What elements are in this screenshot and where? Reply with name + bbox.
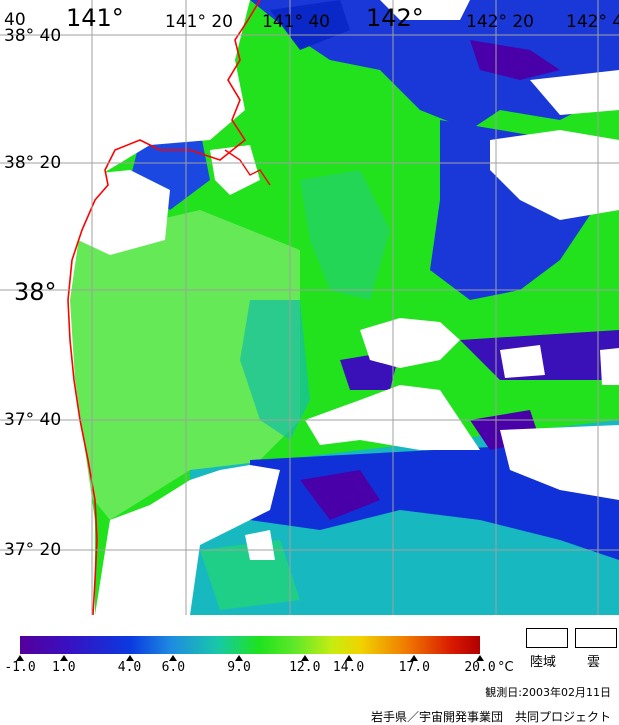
colorbar-tick-label: 9.0 (227, 660, 251, 675)
colorbar-tick-label: 12.0 (289, 660, 321, 675)
colorbar-tick-label: 17.0 (398, 660, 430, 675)
colorbar-tick-mark (16, 655, 24, 661)
colorbar-tick-label: 1.0 (52, 660, 76, 675)
colorbar-tick-label: -1.0 (4, 660, 36, 675)
colorbar-tick-mark (410, 655, 419, 661)
credit-line: 岩手県／宇宙開発事業団 共同プロジェクト (370, 710, 611, 724)
lon-label-141-20: 141° 20 (165, 12, 233, 32)
colorbar-tick-label: 4.0 (117, 660, 142, 675)
colorbar-tick-label: 20.0 (464, 660, 496, 675)
lat-label-38: 38° (14, 278, 57, 306)
lon-label-142-20: 142° 20 (466, 12, 534, 32)
lon-label-141-40: 141° 40 (262, 12, 330, 32)
colorbar-tick-mark (169, 655, 178, 661)
corner-label: 40 (4, 10, 26, 30)
sea-surface-temperature-map (0, 0, 619, 615)
land-label: 陸域 (530, 655, 557, 670)
colorbar-tick-label: 14.0 (332, 660, 365, 675)
lat-label-37-20: 37° 20 (4, 540, 62, 560)
colorbar-tick-mark (235, 655, 244, 661)
colorbar-tick-mark (476, 655, 484, 661)
land-swatch (526, 628, 568, 648)
cloud-swatch (575, 628, 617, 648)
cloud-label: 雲 (587, 655, 601, 670)
observation-date: 観測日:2003年02月11日 (485, 686, 611, 699)
unit-label: °C (498, 660, 514, 675)
lat-label-37-40: 37° 40 (4, 410, 62, 430)
lon-label-141: 141° (66, 4, 124, 32)
colorbar-tick-label: 6.0 (161, 660, 186, 675)
colorbar-tick-mark (125, 655, 134, 661)
lat-label-38-40: 38° 40 (4, 26, 62, 46)
lon-label-142: 142° (366, 4, 424, 32)
colorbar-tick-mark (300, 655, 309, 661)
lat-label-38-20: 38° 20 (4, 153, 62, 173)
lon-label-142-40: 142° 4 (566, 12, 619, 32)
colorbar-tick-mark (344, 655, 353, 661)
temperature-colorbar (20, 636, 480, 654)
colorbar-tick-mark (59, 655, 68, 661)
